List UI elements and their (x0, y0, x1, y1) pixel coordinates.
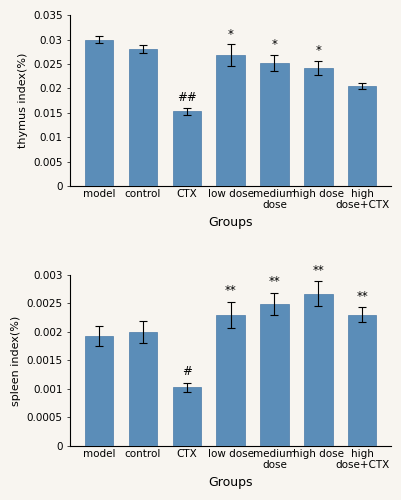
X-axis label: Groups: Groups (208, 216, 252, 229)
Bar (128, 50, 157, 186)
Text: ##: ## (176, 91, 196, 104)
Bar (216, 55, 244, 186)
Bar (259, 304, 288, 446)
Text: *: * (271, 38, 277, 51)
Bar (303, 68, 332, 186)
Text: **: ** (268, 275, 279, 288)
Y-axis label: thymus index(%): thymus index(%) (18, 53, 28, 148)
Bar (172, 388, 200, 446)
Bar (216, 315, 244, 446)
Bar (128, 332, 157, 446)
Text: **: ** (355, 290, 367, 303)
Bar (259, 63, 288, 186)
Bar (347, 315, 375, 446)
Bar (85, 336, 113, 446)
Text: *: * (227, 28, 233, 40)
Text: *: * (314, 44, 320, 57)
Text: **: ** (312, 264, 323, 276)
Bar (303, 294, 332, 446)
Bar (85, 40, 113, 186)
Bar (172, 112, 200, 186)
Bar (347, 86, 375, 186)
Text: #: # (182, 365, 191, 378)
X-axis label: Groups: Groups (208, 476, 252, 489)
Y-axis label: spleen index(%): spleen index(%) (11, 316, 21, 406)
Text: **: ** (224, 284, 236, 297)
